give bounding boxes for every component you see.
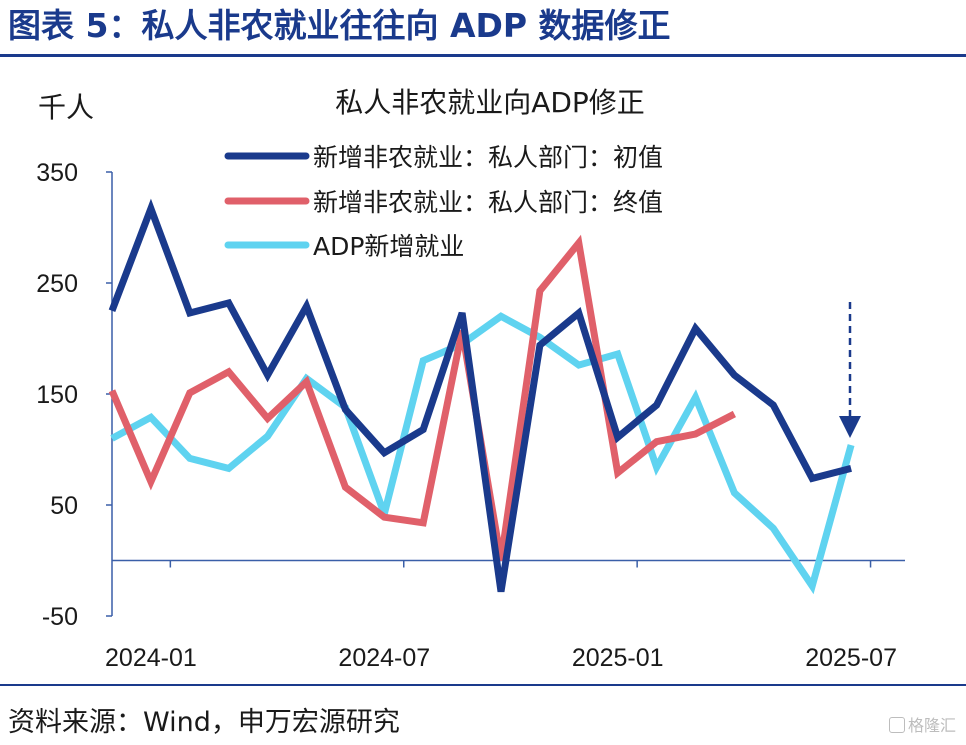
x-tick-label: 2025-01 — [572, 644, 664, 672]
series-layer — [108, 198, 855, 595]
dashed-down-arrow-icon — [839, 302, 861, 438]
y-tick-label: -50 — [42, 603, 78, 631]
series-line-adp — [110, 312, 855, 595]
chart-title: 私人非农就业向ADP修正 — [335, 86, 645, 119]
series-line-final — [108, 234, 737, 562]
legend-label-final: 新增非农就业：私人部门：终值 — [313, 188, 663, 217]
legend-label-adp: ADP新增就业 — [313, 232, 464, 261]
series-line-initial — [108, 198, 852, 593]
title-divider — [0, 54, 966, 57]
y-tick-label: 50 — [50, 492, 78, 520]
y-axis-ticks: -50 50 150 250 350 — [36, 159, 112, 631]
watermark: 格隆汇 — [888, 712, 956, 736]
source-note: 资料来源：Wind，申万宏源研究 — [8, 707, 400, 738]
y-tick-label: 350 — [36, 159, 78, 187]
watermark-text: 格隆汇 — [907, 716, 956, 735]
legend: 新增非农就业：私人部门：初值 新增非农就业：私人部门：终值 ADP新增就业 — [224, 143, 663, 261]
x-tick-label: 2024-01 — [105, 644, 197, 672]
source-divider — [0, 684, 966, 686]
figure-title: 图表 5：私人非农就业往往向 ADP 数据修正 — [8, 6, 671, 45]
x-tick-label: 2024-07 — [338, 644, 430, 672]
legend-label-initial: 新增非农就业：私人部门：初值 — [313, 143, 663, 172]
y-axis-unit-label: 千人 — [38, 91, 94, 124]
x-axis-ticks: 2024-01 2024-07 2025-01 2025-07 — [105, 560, 897, 672]
watermark-logo-icon — [888, 717, 905, 733]
y-tick-label: 250 — [36, 270, 78, 298]
line-chart: 千人 私人非农就业向ADP修正 新增非农就业：私人部门：初值 新增非农就业：私人… — [36, 86, 905, 672]
y-tick-label: 150 — [36, 381, 78, 409]
x-tick-label: 2025-07 — [805, 644, 897, 672]
